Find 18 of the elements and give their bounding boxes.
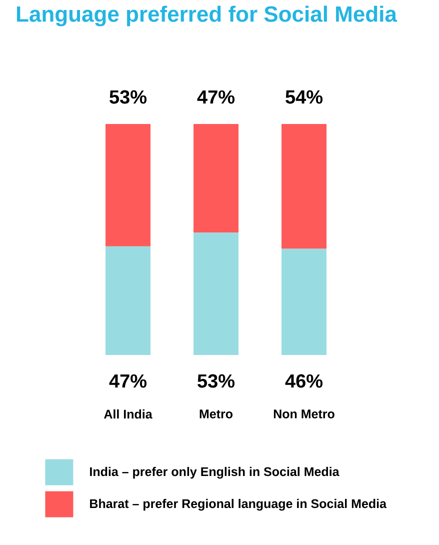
data-label: 54% <box>286 90 323 104</box>
bar <box>194 232 239 355</box>
x-tick-label: Non Metro <box>274 410 334 418</box>
bar <box>106 246 150 355</box>
x-tick-label: All India <box>104 409 152 419</box>
data-label: 53% <box>110 90 147 104</box>
bar <box>194 124 239 233</box>
legend-label: Bharat – prefer Regional language in Social Media <box>90 498 387 511</box>
data-label: 47% <box>197 90 235 104</box>
bar <box>282 124 327 249</box>
data-label: 46% <box>285 374 323 388</box>
data-label: 47% <box>109 374 147 388</box>
legend-label: India – prefer only English in Social Media <box>90 466 340 479</box>
bar <box>106 124 150 246</box>
bar <box>282 248 327 355</box>
chart-title: Language preferred for Social Media <box>16 6 398 26</box>
x-tick-label: Metro <box>200 410 233 418</box>
data-label: 53% <box>198 374 235 388</box>
